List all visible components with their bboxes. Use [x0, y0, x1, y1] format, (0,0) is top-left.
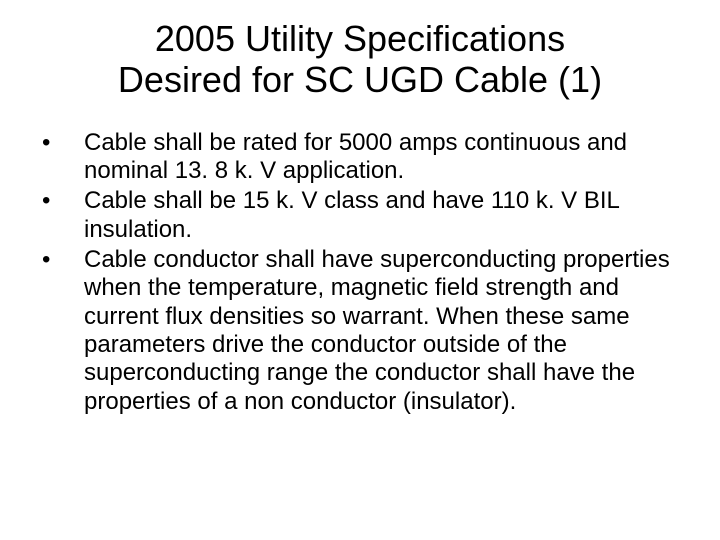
bullet-text: Cable shall be 15 k. V class and have 11…	[84, 187, 684, 244]
slide: 2005 Utility Specifications Desired for …	[0, 0, 720, 540]
list-item: • Cable shall be rated for 5000 amps con…	[36, 129, 684, 186]
slide-title: 2005 Utility Specifications Desired for …	[36, 18, 684, 101]
bullet-list: • Cable shall be rated for 5000 amps con…	[36, 129, 684, 416]
bullet-text: Cable conductor shall have superconducti…	[84, 246, 684, 416]
bullet-text: Cable shall be rated for 5000 amps conti…	[84, 129, 684, 186]
title-line-1: 2005 Utility Specifications	[155, 18, 565, 59]
list-item: • Cable conductor shall have superconduc…	[36, 246, 684, 416]
title-line-2: Desired for SC UGD Cable (1)	[118, 59, 602, 100]
bullet-icon: •	[36, 129, 84, 157]
list-item: • Cable shall be 15 k. V class and have …	[36, 187, 684, 244]
bullet-icon: •	[36, 187, 84, 215]
bullet-icon: •	[36, 246, 84, 274]
